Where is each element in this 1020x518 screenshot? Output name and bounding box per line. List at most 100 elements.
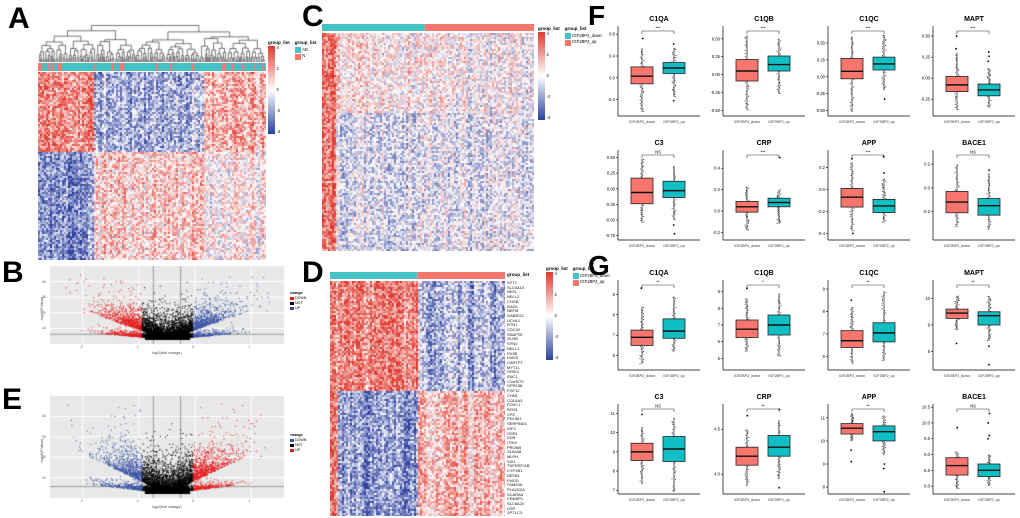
boxplot-svg: C1QC 9 8 7 6 ** IGF2BP2_down IGF2BP2_up [823, 270, 910, 378]
boxplot-title: CRP [757, 140, 772, 147]
gene-label: NEFL [507, 289, 518, 295]
heatmap-d-canvas [330, 281, 505, 516]
boxplot-y-tick: 0.25 [607, 171, 616, 176]
gene-label: RTN1 [507, 322, 518, 328]
boxplot-y-tick: 0.25 [712, 54, 721, 59]
boxplot-bace1: BACE1 10.5 10.0 9.5 9.0 8.5 8.0 NS IGF2BP2_down I… [913, 390, 1018, 512]
boxplot-title: C1QC [859, 270, 878, 277]
boxplot-y-tick: -0.25 [710, 90, 720, 95]
legend-c: group_list 4 2 0 -2 -4 group_list IGF2BP2_down I… [538, 26, 602, 120]
boxplot-y-tick: -0.4 [818, 231, 826, 236]
panel-label-d: D [302, 256, 324, 289]
volcano-legend-swatch [290, 296, 294, 301]
volcano-legend-swatch [290, 443, 294, 448]
colorbar-tick: -4 [554, 354, 559, 360]
gene-label: DEFB1 [507, 472, 520, 478]
boxplot-c1qb: C1QB 0.50 0.25 0.00 -0.25 -0.50 *** IGF2BP2_dow… [703, 12, 808, 134]
boxplot-x-category: IGF2BP2_up [873, 374, 894, 378]
legend-scale-title: group_list [538, 26, 560, 31]
volcano-legend: change DOWN NOT UP [290, 291, 306, 311]
boxplot-y-tick: 10.5 [922, 405, 931, 410]
boxplot-title: C3 [655, 394, 664, 401]
volcano-y-tick: 20 [42, 310, 46, 315]
volcano-y-tick: 20 [42, 455, 46, 460]
significance-label: *** [866, 150, 871, 155]
significance-label: NS [970, 150, 976, 155]
volcano-legend-label: DOWN [295, 296, 307, 301]
gene-label: IGF2 [507, 425, 516, 431]
boxplot-x-category: IGF2BP2_down [944, 374, 970, 378]
boxplot-x-category: IGF2BP2_down [944, 498, 970, 502]
gene-label: CRABP1 [507, 496, 524, 502]
volcano-xlabel: log2(fold change) [152, 351, 182, 355]
gene-label: SCARA5 [507, 491, 524, 497]
significance-label: NS [655, 404, 661, 409]
boxplot-y-tick: 0.25 [922, 55, 931, 60]
dendrogram-a-canvas [38, 16, 266, 62]
boxplot-y-tick: 7 [613, 488, 616, 493]
boxplot-svg: C1QB 9 8 7 6 5 * IGF2BP2_down IGF2BP2_up [718, 270, 805, 378]
gene-label: SERPIND1 [507, 421, 528, 427]
significance-label: *** [761, 150, 766, 155]
boxplot-x-category: IGF2BP2_down [629, 244, 655, 248]
volcano-x-tick: 1 [248, 345, 251, 349]
volcano-x-tick: 1 [248, 499, 251, 503]
volcano-x-tick: 0 [192, 499, 194, 503]
boxplot-x-category: IGF2BP2_up [663, 498, 684, 502]
legend-group-item: IGF2BP2_up [572, 279, 610, 286]
boxplot-svg: APP 11 10 9 8 ** IGF2BP2_down IGF2BP2_up [820, 394, 910, 502]
boxplot-title: APP [862, 394, 877, 401]
boxplot-svg: C3 11 10 9 8 7 NS IGF2BP2_down IGF2BP2_up [610, 394, 700, 502]
gene-label: FMOD [507, 477, 519, 483]
boxplot-x-category: IGF2BP2_down [734, 374, 760, 378]
gene-label: DSP [507, 505, 516, 511]
volcano-x-tick: -2 [79, 345, 83, 349]
volcano-x-tick: -2 [79, 499, 83, 503]
colorbar [268, 46, 275, 134]
boxplot-svg: C1QA 0.8 0.4 0.0 -0.4 *** IGF2BP2_down IGF2BP2_… [608, 16, 700, 124]
gene-label: SV2B [507, 350, 518, 356]
boxplot-y-tick: 0.0 [819, 187, 825, 192]
boxplot-x-category: IGF2BP2_up [663, 120, 684, 124]
gene-label: PROM5 [507, 444, 522, 450]
boxplot-svg: BACE1 10.5 10.0 9.5 9.0 8.5 8.0 NS IGF2BP2_down I… [922, 394, 1015, 502]
volcano-legend-item: UP [290, 448, 306, 453]
volcano-legend-item: DOWN [290, 296, 306, 301]
boxplot-title: C3 [655, 140, 664, 147]
boxplot-title: BACE1 [962, 140, 986, 147]
volcano-y-tick: 40 [42, 414, 46, 419]
boxplot-x-category: IGF2BP2_down [629, 498, 655, 502]
boxplot-y-tick: 0.4 [714, 166, 720, 171]
boxplot-y-tick: 6 [613, 353, 616, 358]
legend-group-title: group_list [572, 266, 595, 271]
boxplot-y-tick: 9.5 [924, 436, 930, 441]
significance-label: *** [866, 26, 871, 31]
boxplot-y-tick: -0.25 [920, 97, 930, 102]
boxplot-y-tick: -0.50 [710, 108, 720, 113]
volcano-y-tick: 30 [42, 434, 46, 439]
volcano-legend-label: DOWN [295, 438, 307, 443]
legend-group-item: IGF2BP2_down [572, 273, 610, 280]
volcano-legend-swatch [290, 301, 294, 306]
volcano-legend-item: NOT [290, 443, 306, 448]
volcano-canvas [50, 266, 284, 344]
boxplot-app: APP 0.2 0.0 -0.2 -0.4 *** IGF2BP2_down IGF2BP2_… [808, 136, 913, 258]
volcano-legend-title: change [290, 433, 303, 437]
boxplot-svg: C1QB 0.50 0.25 0.00 -0.25 -0.50 *** IGF2BP2_dow… [710, 16, 805, 124]
legend-group-label: AD [302, 46, 309, 52]
boxplot-y-tick: 0.8 [609, 32, 615, 37]
legend-a: group_list 4 2 0 -2 -4 group_list AD N [268, 40, 317, 134]
gene-label: MYT1L [507, 364, 520, 370]
boxplot-y-tick: 6 [718, 339, 721, 344]
gene-label: FGF12 [507, 388, 520, 394]
boxplot-x-category: IGF2BP2_up [978, 374, 999, 378]
gene-label: CHGB [507, 298, 519, 304]
volcano-y-tick: 10 [42, 475, 46, 480]
gene-label: CHN1 [507, 392, 518, 398]
gene-label: FAM20A [507, 482, 523, 488]
boxplot-y-tick: 10 [925, 296, 930, 301]
boxplot-crp: CRP 4.5 4.0 ** IGF2BP2_down IGF2BP2_up [703, 390, 808, 512]
boxplot-y-tick: -0.25 [815, 91, 825, 96]
annotation-bar-d-canvas [330, 272, 505, 279]
legend-group-title: group_list [294, 40, 317, 45]
